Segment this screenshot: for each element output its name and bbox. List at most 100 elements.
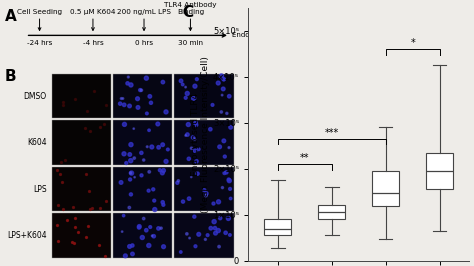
Point [125, 75, 132, 79]
Point [86, 207, 93, 211]
Point [183, 91, 191, 95]
Point [96, 243, 103, 247]
Bar [113, 167, 173, 211]
Point [219, 185, 226, 190]
Point [148, 234, 156, 238]
Point [54, 239, 62, 243]
Point [62, 158, 69, 162]
Point [185, 197, 193, 201]
Point [160, 244, 167, 249]
Bar [174, 120, 234, 165]
Text: TLR4 Antibody
Binding: TLR4 Antibody Binding [164, 2, 217, 15]
Text: 0.5 μM K604: 0.5 μM K604 [70, 9, 116, 15]
Point [126, 177, 134, 182]
Point [84, 224, 91, 228]
Point [136, 224, 143, 228]
Point [150, 234, 157, 238]
Point [81, 126, 89, 130]
Point [227, 125, 235, 130]
Point [221, 155, 228, 159]
Point [122, 161, 130, 165]
Y-axis label: Endocytosed TLR4
(Mean Fluorescence Intensity/Cell): Endocytosed TLR4 (Mean Fluorescence Inte… [191, 56, 210, 213]
Point [137, 88, 144, 92]
Point [182, 96, 190, 100]
Point [225, 177, 233, 182]
Bar [52, 73, 111, 118]
Point [182, 85, 190, 89]
Point [149, 187, 157, 192]
Point [225, 146, 233, 150]
Point [147, 101, 155, 105]
Point [126, 152, 134, 157]
Point [127, 192, 135, 197]
Point [53, 222, 60, 227]
Point [71, 97, 79, 101]
Point [145, 128, 153, 132]
Point [222, 231, 229, 235]
Text: 0 hrs: 0 hrs [135, 40, 153, 46]
Point [121, 122, 128, 127]
Point [127, 171, 134, 175]
Text: *: * [410, 38, 415, 48]
Point [159, 80, 167, 84]
Point [179, 82, 186, 87]
Point [207, 226, 215, 230]
Point [191, 244, 199, 248]
Point [140, 158, 147, 162]
Point [182, 133, 190, 138]
Text: Endocytosis Assay: Endocytosis Assay [232, 32, 297, 38]
Point [56, 172, 64, 176]
Text: C: C [182, 5, 193, 20]
Point [146, 94, 154, 98]
Point [101, 254, 109, 258]
Text: **: ** [300, 153, 310, 163]
Point [202, 191, 210, 196]
Point [120, 214, 128, 218]
Point [59, 102, 67, 107]
Point [189, 135, 197, 140]
Point [193, 159, 201, 163]
Point [173, 181, 181, 185]
Point [59, 207, 67, 211]
Point [118, 230, 126, 234]
Point [164, 147, 172, 152]
Point [127, 143, 135, 147]
Text: LPS: LPS [33, 185, 46, 193]
Point [71, 216, 79, 221]
PathPatch shape [318, 205, 345, 219]
Point [223, 111, 231, 115]
Text: K604: K604 [27, 138, 46, 147]
Point [210, 219, 218, 224]
Point [69, 205, 77, 210]
Point [117, 180, 125, 185]
Text: -24 hrs: -24 hrs [27, 40, 52, 46]
PathPatch shape [372, 171, 399, 206]
Point [131, 175, 138, 179]
Point [127, 83, 135, 87]
Point [201, 188, 208, 192]
PathPatch shape [264, 219, 292, 235]
Point [202, 193, 210, 198]
Text: B: B [5, 69, 17, 84]
Point [140, 217, 147, 221]
Bar [52, 213, 111, 258]
Point [82, 235, 90, 239]
Point [143, 111, 151, 115]
Point [214, 228, 222, 233]
Point [121, 254, 129, 258]
Point [154, 122, 162, 126]
Point [192, 121, 200, 125]
Point [184, 122, 192, 127]
Point [177, 79, 185, 83]
Point [190, 96, 198, 101]
Point [195, 147, 202, 151]
Point [126, 205, 133, 210]
Point [227, 196, 235, 201]
Point [134, 97, 141, 101]
Point [128, 243, 136, 248]
Point [96, 125, 104, 129]
Point [195, 232, 202, 236]
Point [68, 240, 76, 244]
Point [159, 171, 166, 175]
Point [146, 225, 154, 229]
